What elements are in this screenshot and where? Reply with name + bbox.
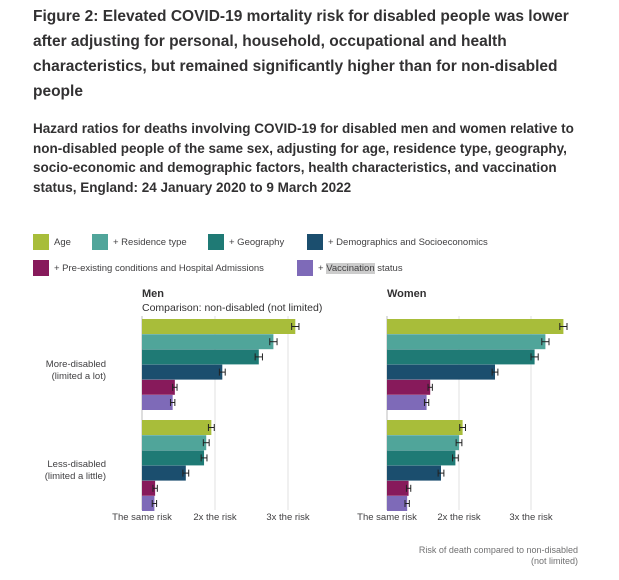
bar [142,465,186,481]
legend-label: + Vaccination status [318,262,403,274]
legend-item-demographics[interactable]: + Demographics and Socioeconomics [307,234,488,250]
legend-label: + Residence type [113,236,187,248]
row-label-more-disabled-line1: More-disabled [46,359,106,370]
bar [142,349,259,365]
bar [387,364,495,380]
legend-swatch [33,234,49,250]
x-tick-label: 2x the risk [193,512,237,523]
bar [387,420,463,435]
bar [142,395,173,410]
bar [142,435,207,451]
bar [387,349,535,365]
bar [387,435,459,451]
bar [142,450,205,466]
x-tick-label: 2x the risk [437,512,481,523]
legend-label: + Pre-existing conditions and Hospital A… [54,262,264,274]
bar [142,480,156,496]
panel-title-men: Men [142,288,164,300]
bar [387,319,564,334]
bar [142,364,223,380]
bar [142,496,155,511]
bar [387,496,408,511]
legend-item-age[interactable]: Age [33,234,71,250]
legend-item-vaccination[interactable]: + Vaccination status [297,260,403,276]
legend-swatch [297,260,313,276]
legend-swatch [33,260,49,276]
x-tick-label: 3x the risk [266,512,310,523]
bar [387,395,427,410]
x-axis-title-line1: Risk of death compared to non-disabled [419,545,578,555]
legend-swatch [92,234,108,250]
bar [387,379,431,395]
row-label-less-disabled-line2: (limited a little) [45,471,106,482]
row-label-more-disabled-line2: (limited a lot) [52,371,106,382]
legend-label: Age [54,236,71,248]
bar [387,465,441,481]
x-axis-title-line2: (not limited) [531,556,578,566]
bar [387,334,546,350]
x-tick-label: 3x the risk [509,512,553,523]
x-tick-label: The same risk [112,512,172,523]
bar [142,379,175,395]
bar [142,334,274,350]
bar [142,420,212,435]
figure-title: Figure 2: Elevated COVID-19 mortality ri… [33,8,569,100]
bar [387,480,409,496]
legend-swatch [208,234,224,250]
legend-item-preexisting[interactable]: + Pre-existing conditions and Hospital A… [33,260,264,276]
legend-item-residence-type[interactable]: + Residence type [92,234,187,250]
row-label-less-disabled-line1: Less-disabled [47,459,106,470]
legend-label: + Demographics and Socioeconomics [328,236,488,248]
figure-subtitle: Hazard ratios for deaths involving COVID… [33,121,574,195]
panel-title-women: Women [387,288,427,300]
legend-swatch [307,234,323,250]
legend-item-geography[interactable]: + Geography [208,234,284,250]
x-tick-label: The same risk [357,512,417,523]
bar [142,319,296,334]
bar [387,450,456,466]
legend-label: + Geography [229,236,285,248]
panel-subtitle-men: Comparison: non-disabled (not limited) [142,302,322,314]
